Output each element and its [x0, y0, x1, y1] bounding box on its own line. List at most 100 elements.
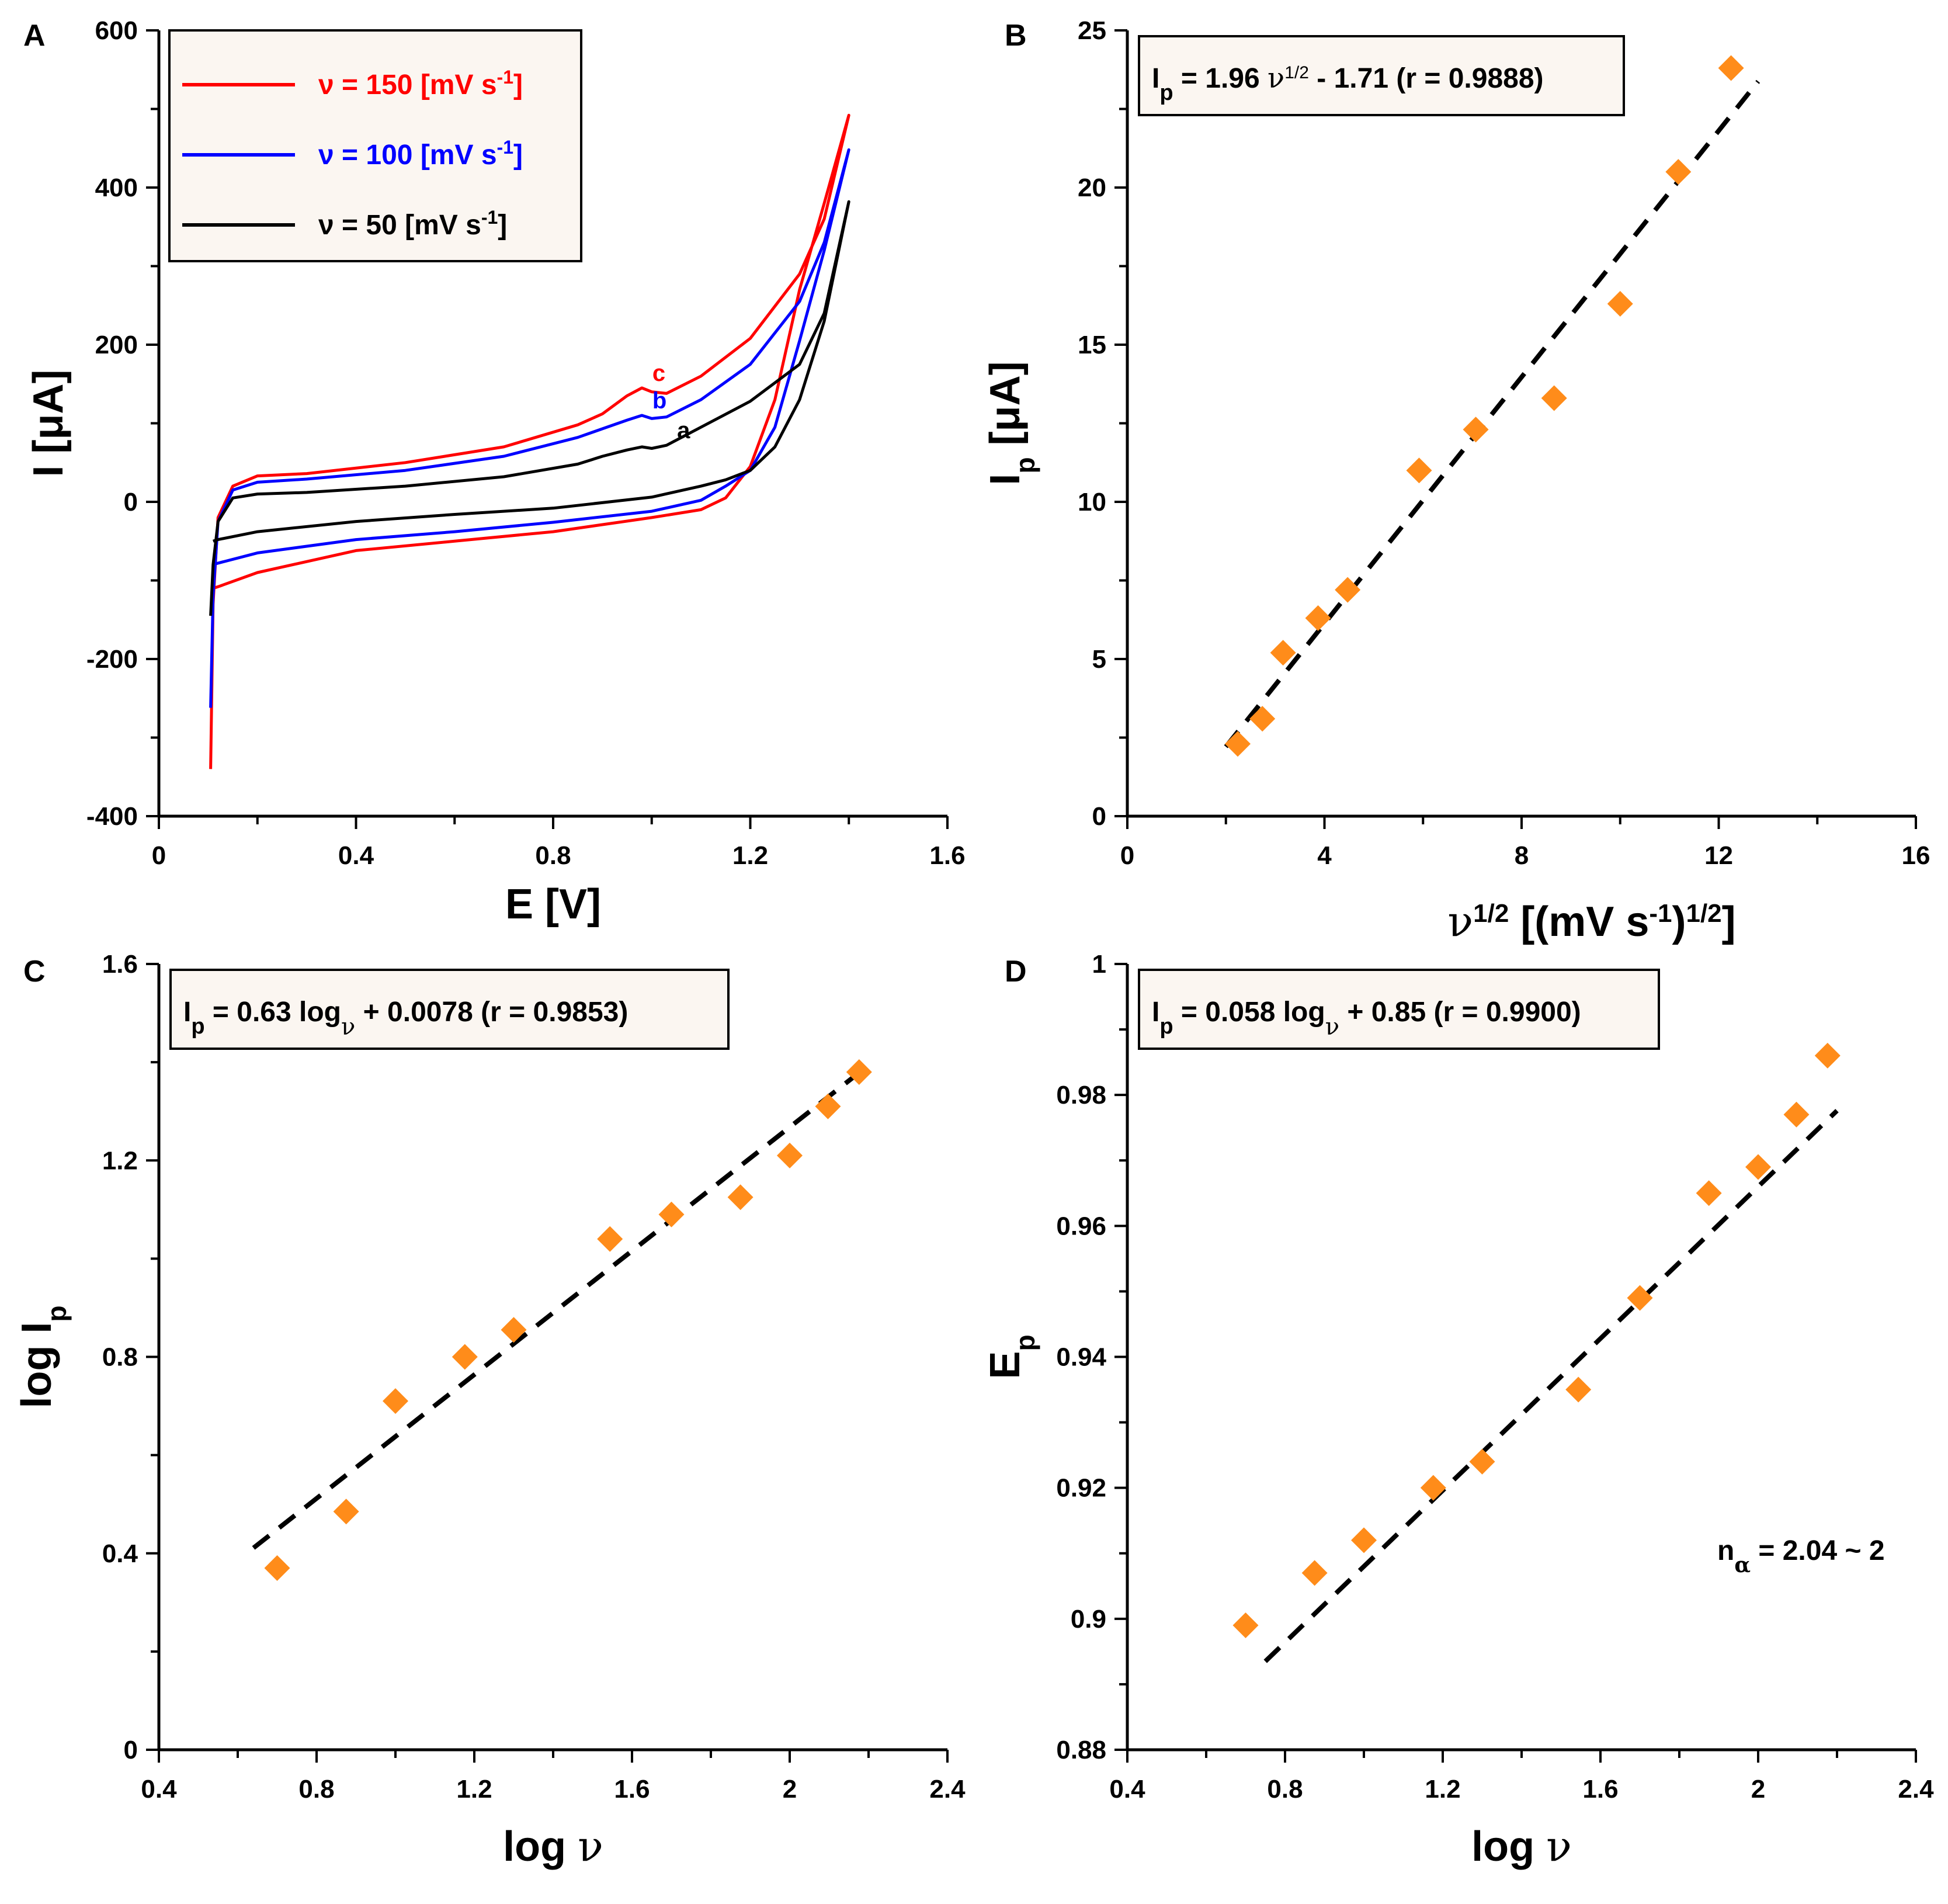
panel-letter-a: A [23, 19, 46, 53]
data-point-b [1335, 577, 1361, 603]
data-point-c [815, 1093, 841, 1119]
x-tick-label-d: 2 [1751, 1775, 1765, 1804]
x-tick-label-c: 1.6 [614, 1775, 650, 1804]
equation-text-c: Ip = 0.63 logν + 0.0078 (r = 0.9853) [183, 997, 628, 1041]
data-point-d [1469, 1448, 1495, 1475]
peak-label-c: c [652, 360, 665, 386]
x-tick-label-d: 1.2 [1425, 1775, 1460, 1804]
panel-letter-b: B [1005, 19, 1027, 53]
data-point-c [383, 1388, 408, 1414]
x-tick-label-a: 0.4 [338, 841, 374, 870]
panel-letter-d: D [1005, 955, 1027, 989]
legend: ν = 150 [mV s-1] ν = 100 [mV s-1] ν = 50 [… [168, 29, 582, 262]
data-point-b [1665, 159, 1692, 185]
x-tick-label-c: 2.4 [929, 1775, 966, 1804]
y-tick-label-c: 0.4 [102, 1539, 138, 1568]
y-tick-label-b: 25 [1078, 16, 1106, 45]
y-tick-label-a: 600 [95, 16, 138, 45]
fit-line-b [1224, 79, 1761, 748]
fit-line-c [252, 1069, 862, 1550]
data-point-d [1301, 1560, 1328, 1586]
data-point-c [597, 1226, 623, 1252]
y-tick-label-b: 15 [1078, 331, 1106, 359]
data-point-c [777, 1142, 803, 1168]
x-tick-label-d: 0.4 [1109, 1775, 1145, 1804]
x-tick-label-b: 0 [1120, 841, 1134, 870]
data-point-c [727, 1184, 753, 1211]
y-tick-label-c: 1.6 [102, 950, 138, 979]
data-point-b [1225, 731, 1251, 757]
x-tick-label-b: 16 [1902, 841, 1930, 870]
cv-curve-c [209, 113, 850, 769]
y-tick-label-d: 1 [1092, 950, 1106, 979]
x-tick-label-d: 1.6 [1582, 1775, 1618, 1804]
x-tick-label-c: 2 [783, 1775, 797, 1804]
y-axis-title-a: I [μA] [25, 369, 72, 477]
x-axis-title-d: log ν [1471, 1822, 1572, 1871]
data-point-b [1270, 640, 1296, 666]
y-tick-label-a: -400 [86, 802, 138, 831]
legend-label-a: ν = 50 [mV s-1] [318, 207, 507, 241]
data-point-b [1541, 385, 1567, 411]
data-point-d [1814, 1042, 1841, 1069]
y-tick-label-a: 200 [95, 331, 138, 359]
data-point-b [1463, 417, 1489, 443]
data-point-c [264, 1555, 290, 1581]
y-tick-label-b: 20 [1078, 174, 1106, 202]
n-alpha-annotation: nα = 2.04 ~ 2 [1717, 1535, 1885, 1577]
y-tick-label-b: 5 [1092, 645, 1106, 674]
x-tick-label-b: 4 [1317, 841, 1332, 870]
y-tick-label-d: 0.96 [1056, 1212, 1106, 1240]
data-point-b [1249, 706, 1276, 732]
data-point-d [1783, 1101, 1810, 1128]
legend-label-b: ν = 100 [mV s-1] [318, 137, 523, 171]
data-point-b [1406, 457, 1432, 484]
x-tick-label-b: 12 [1704, 841, 1733, 870]
y-tick-label-b: 0 [1092, 802, 1106, 831]
x-tick-label-a: 0.8 [535, 841, 571, 870]
data-point-d [1696, 1180, 1722, 1206]
data-point-c [846, 1059, 872, 1085]
y-tick-label-c: 0 [124, 1736, 138, 1764]
x-tick-label-a: 0 [152, 841, 166, 870]
y-tick-label-a: 0 [124, 488, 138, 516]
y-tick-label-b: 10 [1078, 488, 1106, 516]
legend-box [168, 29, 582, 262]
panel-a: A 0 0.4 0.8 1.2 1.6 -400 -200 0 200 400 600 E [V] I … [23, 16, 966, 928]
y-tick-label-a: -200 [86, 645, 138, 674]
y-tick-label-d: 0.94 [1056, 1343, 1106, 1372]
x-tick-label-a: 1.2 [732, 841, 768, 870]
data-point-d [1351, 1527, 1377, 1553]
y-axis-title-b: Ip [μA] [982, 361, 1040, 485]
x-axis-title-a: E [V] [505, 881, 601, 928]
data-point-d [1627, 1285, 1653, 1311]
y-tick-label-a: 400 [95, 174, 138, 202]
x-tick-label-c: 0.8 [298, 1775, 334, 1804]
y-tick-label-c: 0.8 [102, 1343, 138, 1372]
panel-c: C 0.4 0.8 1.2 1.6 2 2.400.40.81.21.6Ip = 0.63… [13, 950, 966, 1871]
data-point-c [333, 1499, 359, 1525]
x-tick-label-c: 1.2 [456, 1775, 492, 1804]
x-tick-label-b: 8 [1515, 841, 1529, 870]
y-tick-label-d: 0.88 [1056, 1736, 1106, 1764]
data-point-c [501, 1317, 527, 1343]
y-tick-label-c: 1.2 [102, 1146, 138, 1175]
data-point-c [452, 1344, 478, 1370]
data-point-d [1420, 1475, 1446, 1501]
y-tick-label-d: 0.9 [1071, 1605, 1106, 1634]
equation-box-b [1138, 35, 1625, 116]
x-tick-label-a: 1.6 [929, 841, 965, 870]
panel-d: D 0.4 0.8 1.2 1.6 2 2.4 0.88 0.9 0.92 0.94 0.96 0.9… [982, 950, 1934, 1871]
x-axis-title-c: log ν [503, 1822, 603, 1871]
cv-curve-b [209, 148, 850, 708]
cv-curve-a [209, 200, 850, 616]
x-tick-label-d: 2.4 [1898, 1775, 1934, 1804]
y-axis-title-d: Ep [982, 1334, 1040, 1379]
panel-letter-c: C [23, 955, 46, 989]
equation-text-b: Ip = 1.96 ν1/2 - 1.71 (r = 0.9888) [1152, 62, 1544, 105]
data-point-d [1745, 1154, 1771, 1180]
fit-line-d [1263, 1109, 1839, 1663]
data-point-c [658, 1201, 685, 1227]
equation-box-d [1138, 969, 1660, 1050]
